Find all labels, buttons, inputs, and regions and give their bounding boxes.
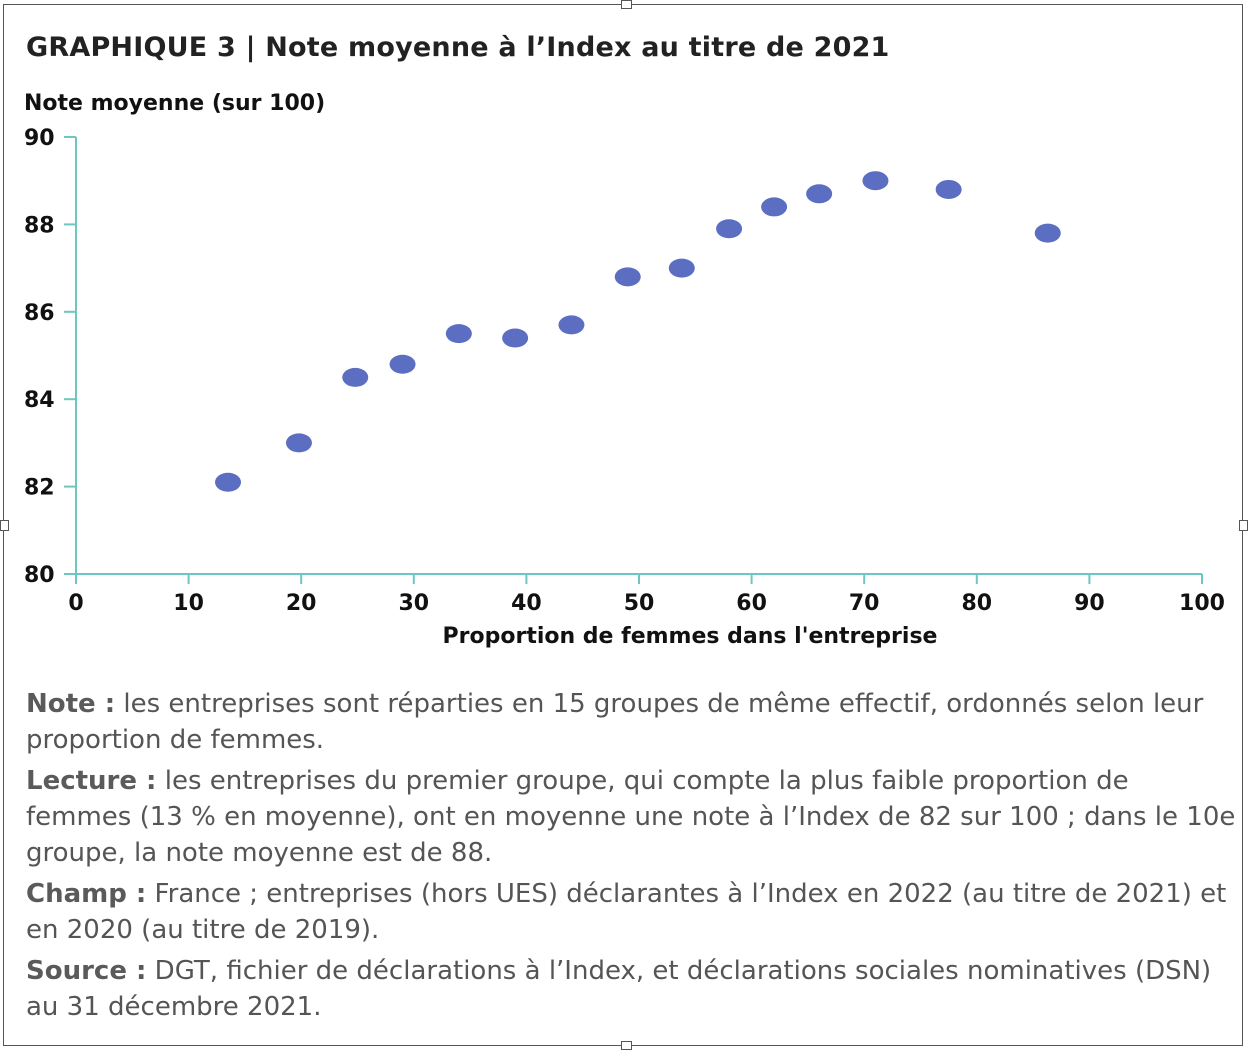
data-point	[445, 324, 472, 344]
champ-text: France ; entreprises (hors UES) déclaran…	[26, 879, 1227, 945]
note-paragraph: Note : les entreprises sont réparties en…	[26, 686, 1236, 758]
x-tick-label: 90	[1074, 591, 1105, 616]
lecture-paragraph: Lecture : les entreprises du premier gro…	[26, 763, 1236, 871]
data-point	[1034, 223, 1061, 243]
data-point	[761, 197, 788, 217]
champ-paragraph: Champ : France ; entreprises (hors UES) …	[26, 876, 1236, 948]
data-point	[716, 219, 743, 239]
resize-handle-top[interactable]	[621, 0, 632, 9]
y-tick-label: 88	[24, 213, 55, 238]
data-point	[285, 433, 312, 453]
note-label: Note :	[26, 689, 116, 719]
data-point	[935, 179, 962, 199]
data-point	[614, 267, 641, 287]
figure-notes: Note : les entreprises sont réparties en…	[26, 686, 1236, 1030]
x-tick-label: 40	[511, 591, 542, 616]
chart-axes: 80 82 84 86 88 90 0 10 20 30 40 50 60 70 80 90 100	[24, 126, 1225, 616]
data-point	[558, 315, 585, 335]
source-paragraph: Source : DGT, fichier de déclarations à …	[26, 953, 1236, 1025]
x-tick-label: 80	[961, 591, 992, 616]
lecture-label: Lecture :	[26, 766, 157, 796]
x-tick-label: 10	[173, 591, 204, 616]
data-point	[389, 354, 416, 374]
x-tick-label: 20	[286, 591, 317, 616]
chart-points	[215, 171, 1061, 492]
x-tick-label: 100	[1179, 591, 1225, 616]
data-point	[342, 367, 369, 387]
y-tick-label: 90	[24, 126, 55, 151]
champ-label: Champ :	[26, 879, 147, 909]
data-point	[215, 472, 242, 492]
y-axis-label: Note moyenne (sur 100)	[24, 91, 325, 116]
data-point	[502, 328, 529, 348]
y-tick-label: 84	[24, 388, 55, 413]
y-tick-label: 80	[24, 563, 55, 588]
x-tick-label: 50	[624, 591, 655, 616]
y-tick-label: 86	[24, 301, 55, 326]
data-point	[668, 258, 695, 278]
resize-handle-bottom[interactable]	[621, 1041, 632, 1050]
lecture-text: les entreprises du premier groupe, qui c…	[26, 766, 1236, 868]
x-tick-label: 70	[849, 591, 880, 616]
y-tick-label: 82	[24, 476, 55, 501]
source-text: DGT, fichier de déclarations à l’Index, …	[26, 956, 1212, 1022]
scatter-chart: Note moyenne (sur 100) 80 82 84 86 88 90 0 10 20…	[24, 91, 1225, 649]
note-text: les entreprises sont réparties en 15 gro…	[26, 689, 1204, 755]
x-axis-label: Proportion de femmes dans l'entreprise	[443, 624, 938, 649]
x-tick-label: 0	[68, 591, 83, 616]
data-point	[806, 184, 833, 204]
figure-title: GRAPHIQUE 3 | Note moyenne à l’Index au …	[26, 32, 890, 63]
x-tick-label: 60	[736, 591, 767, 616]
data-point	[862, 171, 889, 191]
resize-handle-left[interactable]	[0, 520, 9, 531]
source-label: Source :	[26, 956, 147, 986]
x-tick-label: 30	[398, 591, 429, 616]
